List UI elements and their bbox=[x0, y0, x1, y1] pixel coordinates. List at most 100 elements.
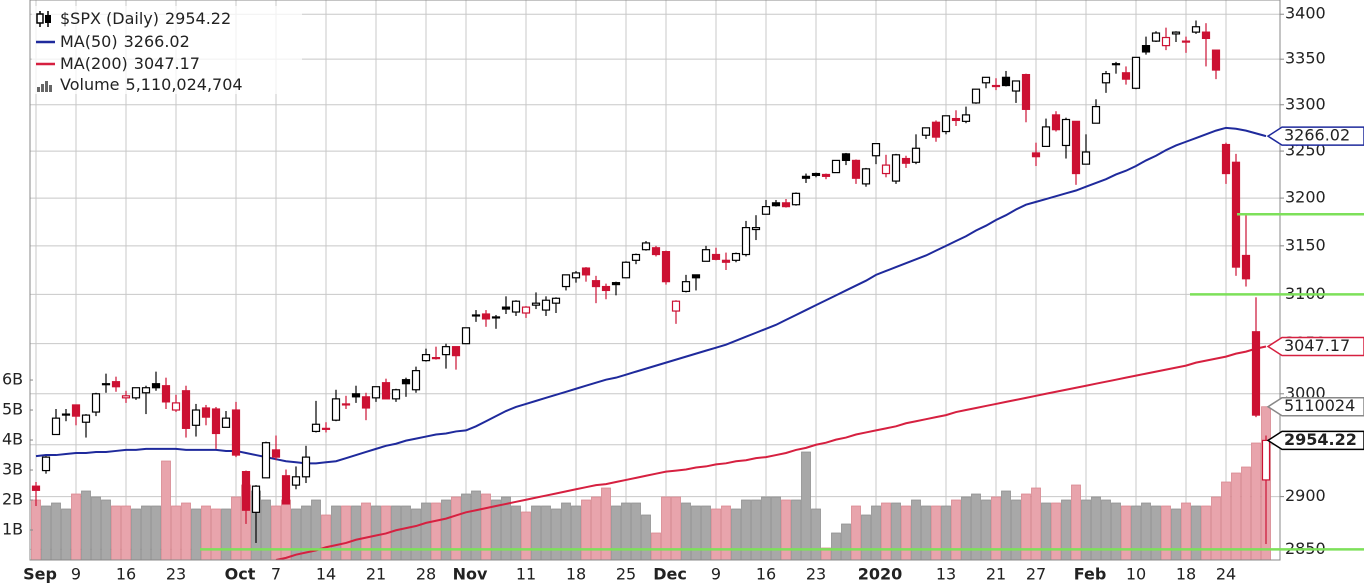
x-tick-label: 16 bbox=[116, 565, 136, 584]
volume-bar bbox=[951, 499, 961, 560]
legend-entry: MA(50) 3266.02 bbox=[60, 32, 190, 51]
candle-body bbox=[1031, 152, 1041, 158]
candle-body bbox=[361, 396, 371, 409]
volume-bar bbox=[1171, 508, 1181, 560]
volume-bar bbox=[831, 532, 841, 560]
volume-bar bbox=[691, 505, 701, 560]
volume-bar bbox=[711, 508, 721, 560]
candle-body bbox=[351, 393, 361, 398]
volume-bar bbox=[161, 460, 171, 560]
volume-bar bbox=[931, 505, 941, 560]
volume-bar bbox=[61, 508, 71, 560]
candle-body bbox=[401, 379, 411, 385]
volume-bar bbox=[861, 514, 871, 560]
candle-body bbox=[421, 354, 431, 362]
volume-bar bbox=[561, 502, 571, 560]
candle-body bbox=[411, 370, 421, 391]
volume-bar bbox=[291, 508, 301, 560]
candle-body bbox=[341, 403, 351, 406]
legend-icon bbox=[49, 85, 52, 92]
x-tick-label: 16 bbox=[756, 565, 776, 584]
value-tag-label: 3047.17 bbox=[1284, 336, 1350, 355]
candle-body bbox=[501, 306, 511, 310]
candle-body bbox=[731, 252, 741, 261]
legend-entry: MA(200) 3047.17 bbox=[60, 54, 200, 73]
candle-body bbox=[1171, 31, 1181, 35]
candle-body bbox=[271, 449, 281, 458]
volume-bar bbox=[1121, 505, 1131, 560]
volume-bar bbox=[1111, 502, 1121, 560]
volume-bar bbox=[1041, 502, 1051, 560]
x-tick-label: Feb bbox=[1074, 565, 1107, 584]
candle-body bbox=[211, 408, 221, 435]
volume-bar bbox=[651, 532, 661, 560]
candle-body bbox=[241, 471, 251, 511]
y-tick-label: 3200 bbox=[1285, 188, 1326, 207]
candle-body bbox=[881, 164, 891, 175]
volume-bar bbox=[511, 505, 521, 560]
candle-body bbox=[221, 417, 231, 428]
candle-body bbox=[1151, 32, 1161, 42]
candle-body bbox=[461, 327, 471, 345]
value-tag bbox=[1266, 126, 1364, 146]
volume-bar bbox=[1051, 502, 1061, 560]
volume-bar bbox=[201, 505, 211, 560]
candle-body bbox=[691, 274, 701, 279]
candle-body bbox=[801, 175, 811, 179]
candle-body bbox=[471, 314, 481, 317]
candle-body bbox=[941, 115, 951, 133]
candle-body bbox=[1211, 49, 1221, 71]
value-tags: 3266.02 3047.17 5110024 2954.22 bbox=[1266, 126, 1364, 451]
candle-body bbox=[531, 302, 541, 306]
volume-bar bbox=[911, 499, 921, 560]
candle-body bbox=[431, 357, 441, 360]
candle-body bbox=[121, 395, 131, 399]
candle-body bbox=[131, 387, 141, 399]
candle-body bbox=[671, 300, 681, 312]
volume-bar bbox=[361, 502, 371, 560]
candle-body bbox=[441, 346, 451, 356]
candle-body bbox=[331, 398, 341, 421]
volume-bar bbox=[301, 505, 311, 560]
candle-body bbox=[751, 227, 761, 231]
candle-body bbox=[51, 417, 61, 436]
legend-name: MA(200) bbox=[60, 54, 128, 73]
y-tick-label: 3400 bbox=[1285, 4, 1326, 23]
candle-body bbox=[641, 242, 651, 251]
volume-bar bbox=[731, 508, 741, 560]
volume-bar bbox=[841, 523, 851, 560]
volume-bar bbox=[521, 511, 531, 560]
legend-entry: Volume 5,110,024,704 bbox=[60, 75, 243, 94]
x-tick-label: Oct bbox=[225, 565, 256, 584]
volume-bar bbox=[631, 502, 641, 560]
volume-bar bbox=[321, 514, 331, 560]
volume-bar bbox=[921, 505, 931, 560]
volume-bar bbox=[1141, 502, 1151, 560]
candle-body bbox=[311, 423, 321, 433]
volume-bar bbox=[91, 496, 101, 560]
legend-value: 5,110,024,704 bbox=[126, 75, 243, 94]
volume-bar bbox=[901, 505, 911, 560]
volume-bar bbox=[1181, 502, 1191, 560]
volume-bar bbox=[101, 499, 111, 560]
volume-bar bbox=[981, 499, 991, 560]
candle-body bbox=[961, 114, 971, 122]
candle-body bbox=[971, 88, 981, 104]
candle-body bbox=[161, 385, 171, 403]
volume-bar bbox=[121, 505, 131, 560]
candle-body bbox=[1221, 143, 1231, 175]
volume-bar bbox=[791, 499, 801, 560]
candle-body bbox=[281, 475, 291, 505]
volume-bar bbox=[401, 505, 411, 560]
x-tick-label: 28 bbox=[416, 565, 436, 584]
legend-icon bbox=[37, 87, 40, 92]
volume-bar bbox=[261, 499, 271, 560]
volume-bar bbox=[491, 499, 501, 560]
volume-bar bbox=[211, 508, 221, 560]
legend-icon bbox=[36, 13, 44, 24]
candle-body bbox=[321, 427, 331, 430]
x-tick-label: 18 bbox=[566, 565, 586, 584]
volume-bar bbox=[441, 499, 451, 560]
candle-body bbox=[251, 485, 261, 513]
